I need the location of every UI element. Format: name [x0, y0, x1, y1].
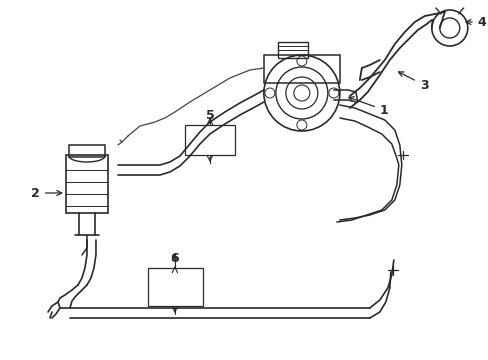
Text: 4: 4	[465, 15, 486, 28]
Bar	[264, 55, 339, 83]
Bar	[277, 42, 307, 58]
Text: 3: 3	[398, 72, 427, 91]
Bar	[66, 155, 108, 213]
Bar	[184, 125, 234, 155]
Bar	[69, 145, 105, 157]
Text: 5: 5	[205, 108, 214, 122]
Bar	[148, 268, 203, 306]
Text: 2: 2	[31, 186, 61, 199]
Text: 6: 6	[170, 252, 179, 265]
Text: 1: 1	[348, 97, 388, 117]
